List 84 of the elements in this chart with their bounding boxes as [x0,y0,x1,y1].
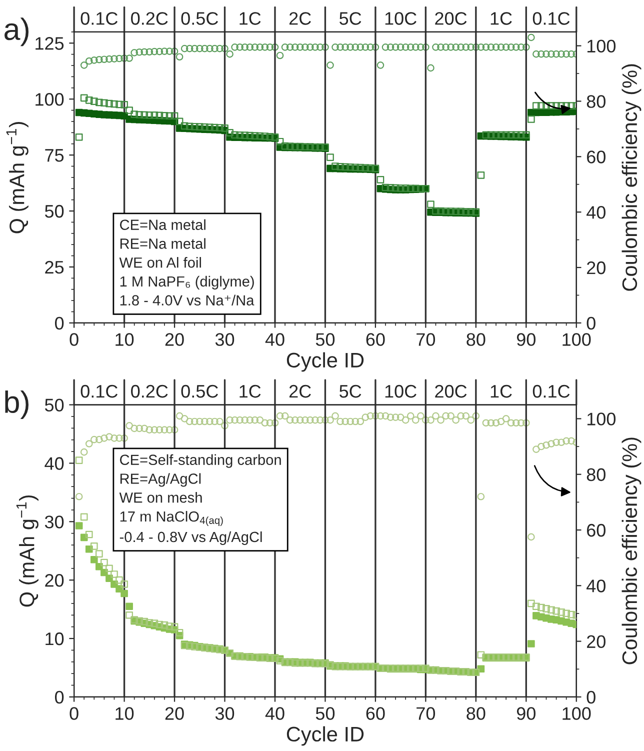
y2-tick-label: 80 [586,468,606,482]
text: 1C [240,12,261,25]
x-tick-label: 0 [70,707,78,720]
text: 1C [490,12,512,25]
y2-tick-label: 20 [587,635,606,648]
x-tick-label: 50 [316,333,335,346]
x-tick-label: 40 [265,707,284,720]
chart-title: b) [5,390,28,420]
annotation: 1 M NaPF₆ (diglyme) [120,276,254,290]
text: 5C [340,384,362,398]
y-tick-label: 30 [44,516,64,528]
x-tick-label: 30 [215,333,234,346]
annotation: CE=Self-standing carbon [120,454,281,468]
x-tick-label: 100 [562,333,591,346]
y2-tick-label: 100 [587,412,616,426]
y-tick-label: 50 [44,204,64,218]
text: 0.1C [532,12,570,25]
x-tick-label: 90 [516,707,536,720]
y2-tick-label: 80 [586,95,606,108]
y-tick-label: 125 [36,37,64,50]
text: 1C [490,384,512,398]
x-axis-title: Cycle ID [286,352,364,372]
y-tick-label: 0 [55,316,64,330]
y2-tick-label: 20 [587,261,606,274]
text: 0.1C [532,384,570,398]
y2-tick-label: 0 [586,690,596,704]
x-tick-label: 70 [416,707,436,720]
x-tick-label: 0 [70,333,78,346]
y2-tick-label: 60 [587,524,606,537]
x-tick-label: 60 [366,333,385,346]
y2-tick-label: 0 [586,316,596,330]
x-tick-label: 100 [562,707,591,720]
x-tick-label: 10 [116,333,134,346]
y-tick-label: 10 [46,632,64,646]
y2-axis-title: Coulombic efficiency (%) [622,64,642,291]
y-tick-label: 40 [44,457,64,470]
y-tick-label: 100 [36,93,64,106]
annotation: -0.4 - 0.8V vs Ag/AgCl [120,531,262,546]
y-axis-title: Q (mAh g$^{−1}$) [6,122,28,234]
y2-axis-title: Coulombic efficiency (%) [622,438,642,664]
y2-tick-label: 40 [586,206,606,219]
text: 20C [435,384,467,398]
text: 0.1C [80,12,118,25]
y-tick-label: 25 [45,260,64,274]
y2-tick-label: 40 [586,580,606,592]
x-tick-label: 60 [366,707,385,720]
x-tick-label: 70 [416,333,436,346]
x-tick-label: 40 [265,333,284,346]
annotation: CE=Na metal [120,219,206,230]
text: 2C [289,384,311,398]
text: 0.5C [181,384,218,398]
x-tick-label: 10 [116,707,134,720]
y-axis-title: Q (mAh g$^{−1}$) [16,495,38,607]
x-tick-label: 80 [466,333,486,346]
y-tick-label: 20 [45,574,64,587]
annotation: RE=Ag/AgCl [120,473,201,487]
text: 0.1C [80,384,118,398]
x-tick-label: 30 [215,707,234,720]
annotation: WE on mesh [119,492,202,503]
x-tick-label: 90 [516,333,536,346]
text: 5C [340,12,362,25]
y-tick-label: 75 [45,149,64,162]
y-tick-label: 0 [55,690,64,704]
text: 20C [435,12,467,25]
x-tick-label: 80 [466,707,486,720]
x-axis-title: Cycle ID [286,726,364,746]
text: 0.2C [131,12,168,25]
y2-tick-label: 100 [587,40,616,52]
text: 0.2C [131,384,168,398]
text: 2C [289,12,311,25]
x-tick-label: 50 [316,707,335,720]
annotation: 1.8 - 4.0V vs Na⁺/Na [120,294,254,306]
x-tick-label: 20 [165,333,184,346]
y-tick-label: 50 [44,398,64,412]
annotation: WE on Al foil [119,257,201,268]
x-tick-label: 20 [165,707,184,720]
chart-title: a) [4,18,28,46]
text: 0.5C [181,12,218,25]
text: 1C [240,384,261,398]
y2-tick-label: 60 [587,150,606,164]
annotation: 17 m NaClO$_{4(aq)}$ [120,510,223,526]
text: 10C [385,12,416,25]
annotation: RE=Na metal [120,238,206,249]
text: 10C [385,384,416,398]
